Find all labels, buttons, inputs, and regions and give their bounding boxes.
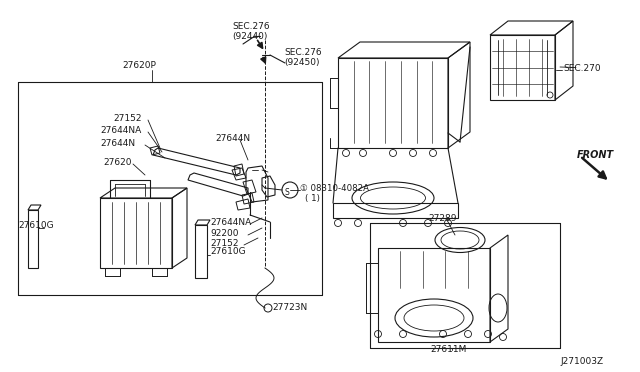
Text: 92200: 92200 bbox=[210, 228, 239, 237]
Text: 27611M: 27611M bbox=[430, 346, 467, 355]
Text: 27289: 27289 bbox=[428, 214, 456, 222]
Text: 27620P: 27620P bbox=[122, 61, 156, 70]
Text: 27610G: 27610G bbox=[210, 247, 246, 257]
Text: ① 08310-4082A: ① 08310-4082A bbox=[300, 183, 369, 192]
Text: SEC.276: SEC.276 bbox=[284, 48, 322, 57]
Text: 27644N: 27644N bbox=[215, 134, 250, 142]
Text: 27644NA: 27644NA bbox=[100, 125, 141, 135]
Text: 27723N: 27723N bbox=[272, 304, 307, 312]
Text: ( 1): ( 1) bbox=[305, 193, 320, 202]
Text: 27152: 27152 bbox=[113, 113, 141, 122]
Text: 27610G: 27610G bbox=[18, 221, 54, 230]
Text: 27644N: 27644N bbox=[100, 138, 135, 148]
Text: 27620: 27620 bbox=[103, 157, 131, 167]
Text: (92440): (92440) bbox=[232, 32, 268, 41]
Text: (92450): (92450) bbox=[284, 58, 319, 67]
Text: 27152: 27152 bbox=[210, 238, 239, 247]
Text: S: S bbox=[285, 187, 290, 196]
Text: SEC.270: SEC.270 bbox=[563, 64, 600, 73]
Text: 27644NA: 27644NA bbox=[210, 218, 252, 227]
Text: SEC.276: SEC.276 bbox=[232, 22, 269, 31]
Text: FRONT: FRONT bbox=[577, 150, 614, 160]
Text: J271003Z: J271003Z bbox=[560, 357, 603, 366]
